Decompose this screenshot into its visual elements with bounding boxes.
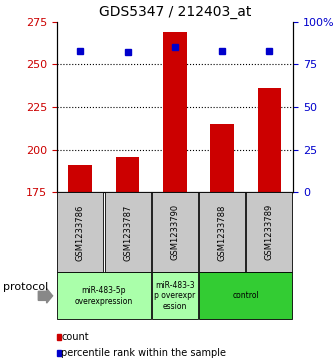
Bar xyxy=(210,124,234,192)
Text: percentile rank within the sample: percentile rank within the sample xyxy=(61,348,226,358)
Text: miR-483-5p
overexpression: miR-483-5p overexpression xyxy=(75,286,133,306)
Text: count: count xyxy=(61,332,89,342)
Text: GSM1233786: GSM1233786 xyxy=(76,204,85,261)
Text: GSM1233789: GSM1233789 xyxy=(265,204,274,260)
Title: GDS5347 / 212403_at: GDS5347 / 212403_at xyxy=(99,5,251,19)
Text: GSM1233787: GSM1233787 xyxy=(123,204,132,261)
Text: GSM1233790: GSM1233790 xyxy=(170,204,179,260)
Text: protocol: protocol xyxy=(3,282,49,292)
Text: miR-483-3
p overexpr
ession: miR-483-3 p overexpr ession xyxy=(154,281,195,311)
Bar xyxy=(69,165,92,192)
Bar xyxy=(116,156,139,192)
Text: GSM1233788: GSM1233788 xyxy=(217,204,227,261)
Bar xyxy=(163,32,187,192)
Bar xyxy=(258,88,281,192)
Text: control: control xyxy=(232,291,259,300)
